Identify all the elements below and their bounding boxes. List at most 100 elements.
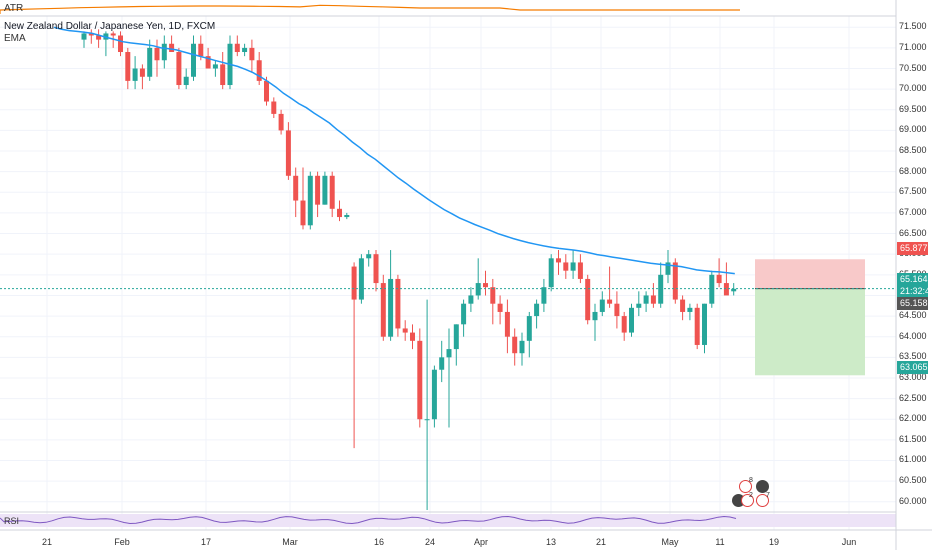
- price-tick-label: 70.500: [899, 62, 927, 73]
- idea-marker-icon[interactable]: [741, 494, 754, 507]
- candle-body: [205, 56, 211, 69]
- candle-body: [453, 324, 459, 350]
- candle: [490, 278, 496, 325]
- candle-body: [88, 33, 94, 36]
- candle: [526, 311, 532, 358]
- candle-body: [424, 419, 430, 421]
- candle-body: [329, 175, 335, 209]
- price-tick-label: 68.500: [899, 145, 927, 156]
- time-tick-label: May: [661, 537, 679, 547]
- candle: [373, 250, 379, 292]
- countdown-tag: 21:32:40: [897, 285, 932, 298]
- candle: [139, 64, 145, 90]
- candle: [424, 299, 430, 510]
- candle: [256, 52, 262, 86]
- candle: [694, 303, 700, 350]
- candle-body: [293, 175, 299, 201]
- candle: [570, 250, 576, 279]
- idea-count: 7: [766, 492, 770, 499]
- time-tick-label: 21: [595, 537, 607, 547]
- candle-body: [169, 43, 175, 53]
- atr-pane: [0, 4, 896, 17]
- candle: [599, 291, 605, 317]
- idea-count: 8: [749, 477, 753, 484]
- candle-body: [636, 303, 642, 308]
- candle-body: [490, 287, 496, 304]
- candle-body: [380, 283, 386, 337]
- candle-body: [410, 332, 415, 341]
- candle: [702, 303, 707, 354]
- price-tick-label: 61.000: [899, 454, 927, 465]
- candle: [585, 274, 591, 325]
- candle-body: [446, 349, 452, 358]
- candle-body: [264, 80, 269, 102]
- candle: [380, 274, 386, 341]
- position-zones[interactable]: [755, 259, 865, 376]
- candle: [629, 303, 634, 337]
- candle-body: [563, 262, 569, 271]
- candle: [322, 171, 328, 205]
- take-profit-zone[interactable]: [755, 288, 865, 376]
- take-profit-tag: 63.065: [897, 361, 928, 374]
- candle: [212, 60, 218, 77]
- candle: [687, 303, 693, 321]
- candle-body: [468, 295, 474, 304]
- candle: [556, 250, 561, 275]
- candle-body: [183, 76, 189, 86]
- last-price-tag: 65.164: [897, 273, 928, 286]
- candle-body: [366, 254, 372, 259]
- candle: [118, 31, 123, 57]
- candle-body: [220, 64, 226, 86]
- candle: [88, 29, 94, 44]
- bid-price-tag: 65.158: [897, 297, 928, 310]
- stop-loss-zone[interactable]: [755, 259, 865, 289]
- candle-body: [344, 214, 350, 218]
- candle: [315, 171, 321, 218]
- candle-body: [96, 35, 102, 40]
- price-tick-label: 60.000: [899, 495, 927, 506]
- candle-body: [271, 101, 277, 114]
- idea-avatar-icon[interactable]: [756, 480, 769, 493]
- candle: [344, 212, 350, 220]
- ideas-markers[interactable]: 8 2 7: [730, 477, 776, 511]
- candle-body: [198, 43, 204, 57]
- idea-marker-icon[interactable]: [756, 494, 769, 507]
- candle-body: [621, 316, 627, 333]
- candle: [176, 47, 182, 90]
- candle: [548, 254, 554, 292]
- candle-body: [81, 33, 87, 40]
- candle-body: [599, 299, 605, 312]
- candle-body: [548, 258, 554, 288]
- atr-indicator-label[interactable]: ATR: [4, 3, 24, 14]
- candle: [446, 328, 452, 428]
- time-tick-label: Apr: [473, 537, 489, 547]
- rsi-indicator-label[interactable]: RSI: [4, 516, 20, 526]
- candle-body: [242, 47, 248, 53]
- candle: [329, 171, 335, 218]
- time-tick-label: Feb: [114, 537, 130, 547]
- candle: [154, 39, 160, 77]
- candle: [650, 283, 656, 308]
- ema-indicator-label[interactable]: EMA: [4, 33, 26, 44]
- candle-body: [577, 262, 583, 279]
- candle: [183, 68, 189, 90]
- candle: [249, 39, 255, 73]
- candle: [709, 270, 715, 308]
- candle: [563, 254, 569, 279]
- candle: [643, 291, 649, 312]
- candle: [577, 254, 583, 284]
- candle-body: [497, 303, 503, 312]
- price-tick-label: 70.000: [899, 83, 927, 94]
- candle-body: [665, 262, 671, 275]
- candle: [271, 97, 277, 119]
- idea-marker-icon[interactable]: [739, 480, 752, 493]
- candle-body: [519, 340, 525, 354]
- candle-body: [118, 35, 123, 53]
- symbol-title[interactable]: New Zealand Dollar / Japanese Yen, 1D, F…: [4, 21, 216, 32]
- candle-body: [417, 340, 423, 420]
- candle: [220, 52, 226, 90]
- candles: [81, 29, 737, 510]
- time-tick-label: 11: [715, 537, 725, 547]
- candle-body: [373, 254, 379, 284]
